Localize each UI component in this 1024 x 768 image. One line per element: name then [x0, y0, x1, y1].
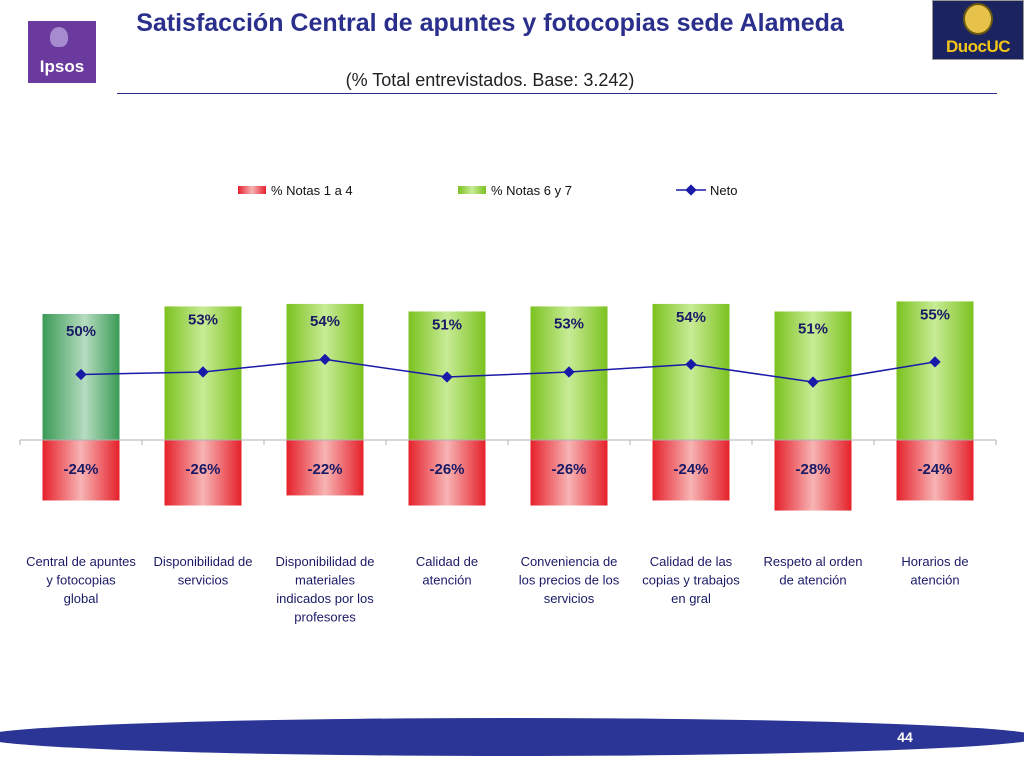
- category-label-line: indicados por los: [276, 591, 374, 606]
- bar-positive: [774, 311, 852, 440]
- data-label-negative: -26%: [551, 461, 586, 478]
- legend-marker-neto: [685, 184, 697, 196]
- ipsos-head-icon: [50, 27, 68, 47]
- category-label-line: y fotocopias: [46, 573, 116, 588]
- category-label-line: Central de apuntes: [26, 554, 136, 569]
- category-label-line: Conveniencia de: [521, 554, 618, 569]
- category-label-line: en gral: [671, 591, 711, 606]
- page-number: 44: [897, 729, 913, 745]
- category-label: Disponibilidad de servicios: [153, 554, 252, 588]
- data-label-positive: 54%: [676, 309, 706, 326]
- category-label-line: copias y trabajos: [642, 573, 740, 588]
- title-divider: [117, 93, 997, 94]
- category-label-line: Horarios de: [901, 554, 968, 569]
- category-label-line: Disponibilidad de: [275, 554, 374, 569]
- legend-label-notas-1-4: % Notas 1 a 4: [271, 183, 353, 198]
- legend-swatch-notas-6-7: [458, 186, 486, 194]
- duocuc-seal-icon: [963, 3, 993, 35]
- category-label: Horarios de atención: [901, 554, 968, 588]
- neto-line: [80, 358, 936, 383]
- category-label: Conveniencia de los precios de los servici…: [519, 554, 620, 606]
- category-label-line: atención: [910, 573, 959, 588]
- bar-negative: [408, 440, 486, 506]
- data-label-positive: 51%: [798, 320, 828, 337]
- category-label-line: Disponibilidad de: [153, 554, 252, 569]
- category-label: Calidad de las copias y trabajos en gral: [642, 554, 740, 606]
- bars-group: [42, 301, 974, 511]
- data-label-negative: -24%: [673, 461, 708, 478]
- data-label-positive: 53%: [188, 311, 218, 328]
- category-label-line: Respeto al orden: [763, 554, 862, 569]
- bar-negative: [42, 440, 120, 501]
- category-label-line: servicios: [178, 573, 229, 588]
- data-label-positive: 51%: [432, 316, 462, 333]
- category-label-line: materiales: [295, 573, 355, 588]
- data-label-positive: 53%: [554, 315, 584, 332]
- legend-swatch-notas-1-4: [238, 186, 266, 194]
- page-subtitle: (% Total entrevistados. Base: 3.242): [345, 70, 635, 90]
- footer-band: [0, 718, 1024, 756]
- data-label-negative: -24%: [63, 461, 98, 478]
- data-label-positive: 50%: [66, 323, 96, 340]
- page-title: Satisfacción Central de apuntes y fotoco…: [136, 9, 844, 37]
- category-label-line: servicios: [544, 591, 595, 606]
- bar-positive: [286, 303, 364, 440]
- neto-point: [685, 358, 697, 371]
- bar-negative: [164, 440, 242, 506]
- legend-label-neto: Neto: [710, 183, 737, 198]
- bar-negative: [774, 440, 852, 511]
- bar-negative: [286, 440, 364, 496]
- category-label: Central de apuntes y fotocopias global: [26, 554, 136, 606]
- category-labels-group: Central de apuntes y fotocopias global Disp…: [26, 554, 969, 625]
- category-label: Calidad de atención: [416, 554, 478, 588]
- neto-point: [197, 366, 209, 378]
- duocuc-logo-text: DuocUC: [945, 37, 1011, 56]
- category-label: Disponibilidad de materiales indicados por…: [275, 554, 374, 625]
- neto-point: [441, 371, 453, 383]
- category-label-line: de atención: [779, 573, 846, 588]
- data-label-positive: 55%: [920, 306, 950, 323]
- bar-negative: [652, 440, 730, 501]
- category-label-line: los precios de los: [519, 573, 620, 588]
- ipsos-logo: Ipsos: [28, 21, 96, 83]
- category-label-line: Calidad de las: [650, 554, 733, 569]
- neto-point: [319, 353, 331, 366]
- bar-positive: [652, 303, 730, 440]
- neto-line-group: [75, 353, 941, 388]
- category-label-line: profesores: [294, 610, 356, 625]
- bar-negative: [530, 440, 608, 506]
- category-label-line: atención: [422, 573, 471, 588]
- legend-label-notas-6-7: % Notas 6 y 7: [491, 183, 572, 198]
- category-label-line: Calidad de: [416, 554, 478, 569]
- neto-point: [807, 376, 819, 388]
- duocuc-logo: DuocUC: [932, 0, 1024, 60]
- chart-legend: % Notas 1 a 4 % Notas 6 y 7 Neto: [238, 183, 737, 198]
- data-label-negative: -26%: [429, 461, 464, 478]
- category-label: Respeto al orden de atención: [763, 554, 862, 588]
- data-labels-group: 50% -24% 53% -26% 54% -22% 51% -26% 53% -26% 54% -2…: [63, 306, 952, 478]
- data-label-negative: -28%: [795, 461, 830, 478]
- bar-negative: [896, 440, 974, 501]
- data-label-negative: -24%: [917, 461, 952, 478]
- data-label-positive: 54%: [310, 313, 340, 330]
- data-label-negative: -26%: [185, 461, 220, 478]
- x-axis: [19, 439, 997, 445]
- neto-point: [563, 366, 575, 378]
- neto-point: [929, 356, 941, 368]
- bar-positive: [896, 301, 974, 440]
- data-label-negative: -22%: [307, 461, 342, 478]
- ipsos-logo-text: Ipsos: [39, 57, 85, 76]
- category-label-line: global: [64, 591, 99, 606]
